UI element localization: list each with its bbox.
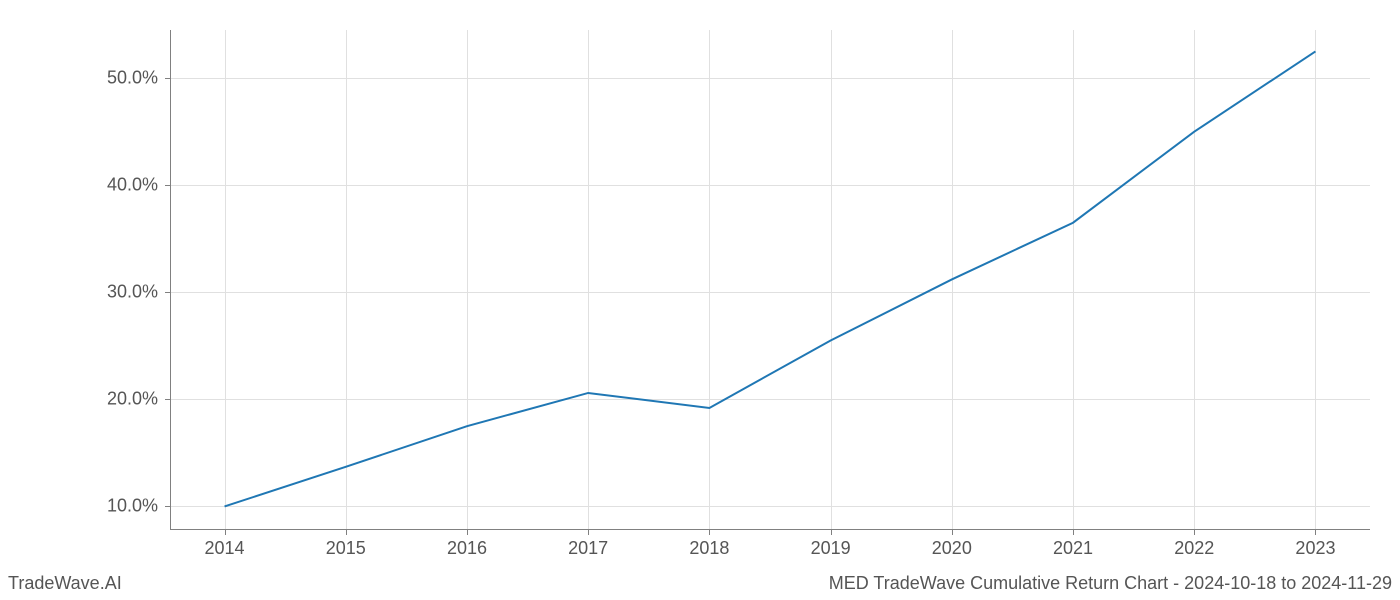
x-tick-label: 2023 (1295, 538, 1335, 559)
x-tick-label: 2022 (1174, 538, 1214, 559)
x-tick-label: 2015 (326, 538, 366, 559)
line-svg (170, 30, 1370, 530)
footer-brand: TradeWave.AI (8, 573, 122, 594)
footer-caption: MED TradeWave Cumulative Return Chart - … (829, 573, 1392, 594)
x-tick-label: 2017 (568, 538, 608, 559)
x-tick (588, 530, 589, 535)
x-tick (346, 530, 347, 535)
y-tick (165, 506, 170, 507)
axis-spine-bottom (170, 529, 1370, 530)
x-tick (1315, 530, 1316, 535)
x-tick (952, 530, 953, 535)
x-tick (225, 530, 226, 535)
x-tick (709, 530, 710, 535)
x-tick (467, 530, 468, 535)
y-tick-label: 40.0% (107, 175, 158, 196)
y-tick (165, 185, 170, 186)
x-tick-label: 2019 (811, 538, 851, 559)
y-tick-label: 20.0% (107, 389, 158, 410)
y-tick (165, 78, 170, 79)
y-tick-label: 30.0% (107, 282, 158, 303)
x-tick-label: 2014 (205, 538, 245, 559)
x-tick (1073, 530, 1074, 535)
x-tick-label: 2020 (932, 538, 972, 559)
x-tick (1194, 530, 1195, 535)
y-tick (165, 292, 170, 293)
plot-region: 2014201520162017201820192020202120222023… (170, 30, 1370, 530)
y-tick (165, 399, 170, 400)
series-line (225, 51, 1316, 506)
y-tick-label: 10.0% (107, 496, 158, 517)
y-tick-label: 50.0% (107, 68, 158, 89)
x-tick (831, 530, 832, 535)
x-tick-label: 2018 (689, 538, 729, 559)
x-tick-label: 2016 (447, 538, 487, 559)
chart-plot-area: 2014201520162017201820192020202120222023… (170, 30, 1370, 530)
axis-spine-left (170, 30, 171, 530)
x-tick-label: 2021 (1053, 538, 1093, 559)
